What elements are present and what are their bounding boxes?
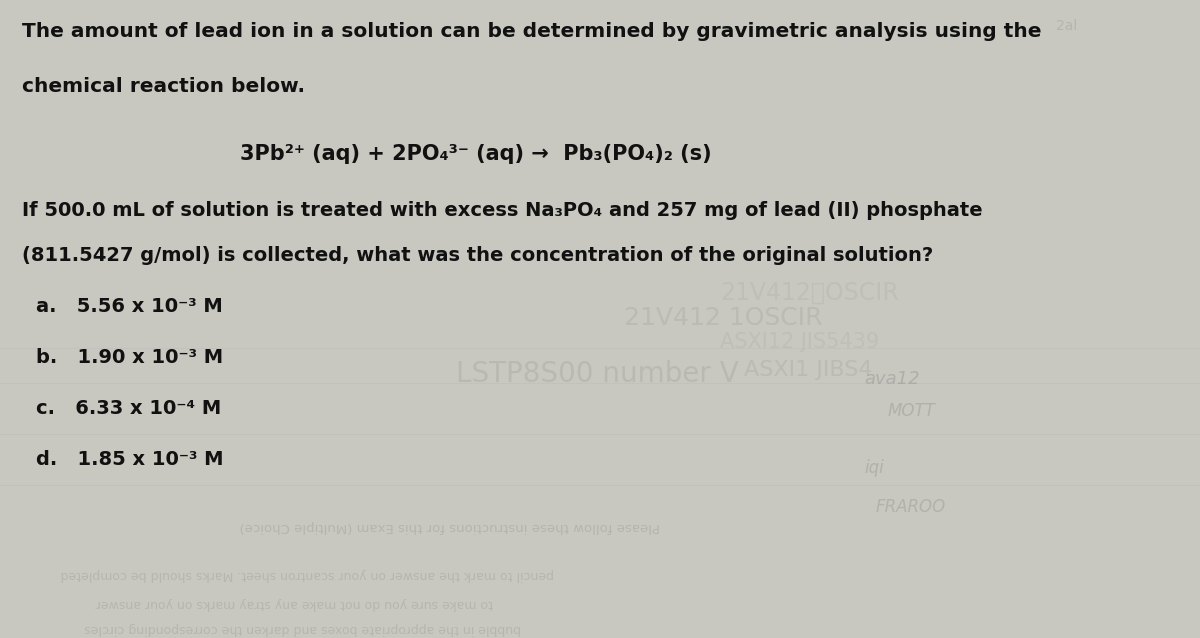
Text: 21V412 1OSCIR: 21V412 1OSCIR: [624, 306, 822, 330]
Text: (811.5427 g/mol) is collected, what was the concentration of the original soluti: (811.5427 g/mol) is collected, what was …: [22, 246, 932, 265]
Text: 21V412ဆOSCIR: 21V412ဆOSCIR: [720, 281, 899, 305]
Text: chemical reaction below.: chemical reaction below.: [22, 77, 305, 96]
Text: The amount of lead ion in a solution can be determined by gravimetric analysis u: The amount of lead ion in a solution can…: [22, 22, 1042, 41]
Text: ava12: ava12: [864, 370, 919, 388]
Text: a.   5.56 x 10⁻³ M: a. 5.56 x 10⁻³ M: [36, 297, 223, 316]
Text: Please follow these instructions for this Exam (Multiple Choice): Please follow these instructions for thi…: [240, 520, 660, 533]
Text: FRAROO: FRAROO: [876, 498, 947, 516]
Text: b.   1.90 x 10⁻³ M: b. 1.90 x 10⁻³ M: [36, 348, 223, 367]
Text: bubble in the appropriate boxes and darken the corresponding circles: bubble in the appropriate boxes and dark…: [84, 622, 521, 635]
Text: 2al: 2al: [1056, 19, 1078, 33]
Text: MOTT: MOTT: [888, 402, 936, 420]
Text: pencil to mark the answer on your scantron sheet. Marks should be completed: pencil to mark the answer on your scantr…: [60, 568, 553, 581]
Text: ASXI1 JIBS4: ASXI1 JIBS4: [744, 360, 872, 380]
Text: iqi: iqi: [864, 459, 883, 477]
Text: c.   6.33 x 10⁻⁴ M: c. 6.33 x 10⁻⁴ M: [36, 399, 221, 418]
Text: to make sure you do not make any stray marks on your answer: to make sure you do not make any stray m…: [96, 597, 493, 609]
Text: 3Pb²⁺ (aq) + 2PO₄³⁻ (aq) →  Pb₃(PO₄)₂ (s): 3Pb²⁺ (aq) + 2PO₄³⁻ (aq) → Pb₃(PO₄)₂ (s): [240, 144, 712, 163]
Text: ASXI12 JIS5439: ASXI12 JIS5439: [720, 332, 880, 352]
Text: d.   1.85 x 10⁻³ M: d. 1.85 x 10⁻³ M: [36, 450, 223, 469]
Text: If 500.0 mL of solution is treated with excess Na₃PO₄ and 257 mg of lead (II) ph: If 500.0 mL of solution is treated with …: [22, 201, 983, 220]
Text: LSTP8S00 number V: LSTP8S00 number V: [456, 360, 739, 389]
